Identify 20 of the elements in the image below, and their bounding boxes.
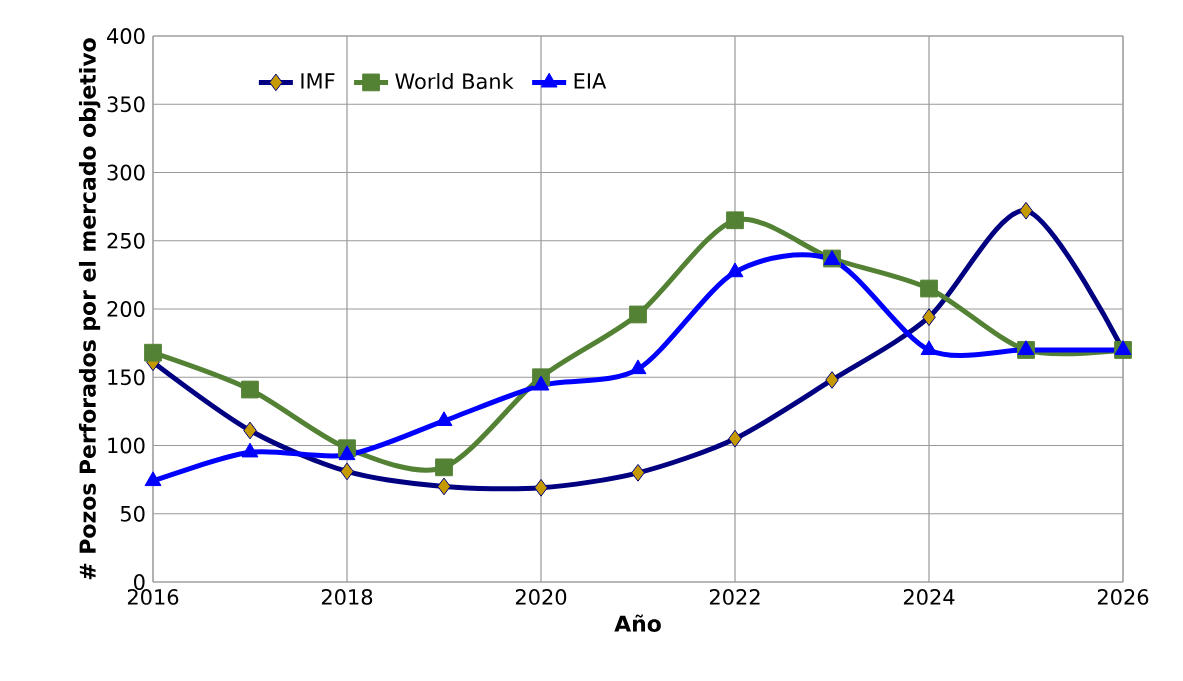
y-tick-label: 350 [107,96,145,113]
y-tick-label: 400 [107,28,145,44]
x-axis-title: Año [614,614,661,632]
legend-label: IMF [301,73,335,89]
x-tick-label: 2016 [127,589,179,605]
y-axis-title: # Pozos Perforados por el mercado objetivo [78,38,101,580]
y-tick-label: 100 [108,437,145,454]
legend-label: World Bank [395,72,514,90]
y-tick-label: 150 [108,369,145,386]
x-tick-label: 2026 [1097,589,1149,605]
y-tick-label: 50 [120,505,145,522]
y-tick-label: 250 [107,232,145,249]
legend-label: EIA [574,73,607,89]
x-tick-label: 2024 [903,589,955,605]
x-tick-label: 2020 [515,589,567,605]
y-tick-label: 300 [107,164,145,181]
x-tick-label: 2022 [709,589,760,605]
x-tick-label: 2018 [321,589,373,605]
y-tick-label: 200 [107,301,145,317]
y-tick-label: 0 [134,574,145,590]
